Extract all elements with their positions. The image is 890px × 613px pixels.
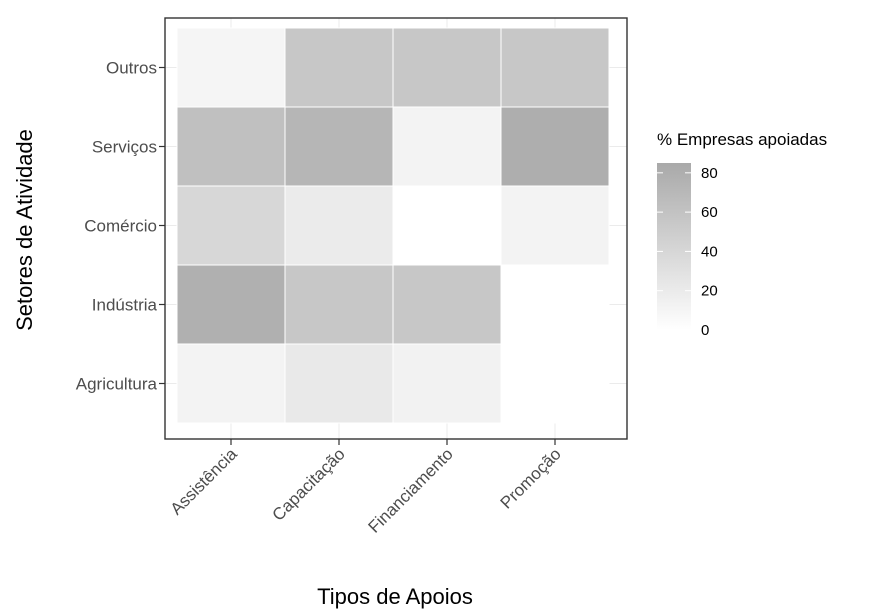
plot-panel — [164, 17, 628, 440]
heatmap-cell-comercio-promocao — [500, 185, 610, 266]
heatmap-cell-industria-capacitacao — [284, 264, 394, 345]
y-tick-label-outros: Outros — [106, 59, 157, 78]
heatmap-cell-outros-promocao — [500, 27, 610, 108]
heatmap-cell-outros-assistencia — [176, 27, 286, 108]
heatmap-cell-comercio-assistencia — [176, 185, 286, 266]
heatmap-cell-agricultura-promocao — [500, 343, 610, 424]
heatmap-cell-industria-financiamento — [392, 264, 502, 345]
heatmap-cell-agricultura-assistencia — [176, 343, 286, 424]
panel-border — [164, 17, 628, 440]
legend-title: % Empresas apoiadas — [657, 130, 827, 149]
heatmap-cell-servicos-financiamento — [392, 106, 502, 187]
heatmap-cell-servicos-assistencia — [176, 106, 286, 187]
heatmap-cell-comercio-financiamento — [392, 185, 502, 266]
y-tick-label-agricultura: Agricultura — [76, 375, 158, 394]
heatmap-cell-outros-capacitacao — [284, 27, 394, 108]
legend-label-80: 80 — [701, 165, 718, 182]
y-tick-label-industria: Indústria — [92, 296, 158, 315]
y-tick-label-comercio: Comércio — [84, 217, 157, 236]
legend-label-60: 60 — [701, 204, 718, 221]
legend-label-20: 20 — [701, 283, 718, 300]
y-axis: Agricultura Indústria Comércio Serviços Outr… — [76, 59, 165, 394]
heatmap-cell-industria-assistencia — [176, 264, 286, 345]
legend-label-40: 40 — [701, 243, 718, 260]
heatmap-cell-servicos-capacitacao — [284, 106, 394, 187]
y-axis-title: Setores de Atividade — [12, 129, 37, 331]
legend: % Empresas apoiadas 80 60 40 20 0 — [657, 130, 827, 339]
legend-colorbar — [657, 163, 691, 330]
heatmap-cell-industria-promocao — [500, 264, 610, 345]
x-axis-title: Tipos de Apoios — [317, 584, 473, 609]
heatmap-cell-agricultura-financiamento — [392, 343, 502, 424]
heatmap-cell-comercio-capacitacao — [284, 185, 394, 266]
legend-label-0: 0 — [701, 322, 709, 339]
heatmap-cell-servicos-promocao — [500, 106, 610, 187]
heatmap-cell-outros-financiamento — [392, 27, 502, 108]
y-tick-label-servicos: Serviços — [92, 138, 157, 157]
heatmap-cell-agricultura-capacitacao — [284, 343, 394, 424]
